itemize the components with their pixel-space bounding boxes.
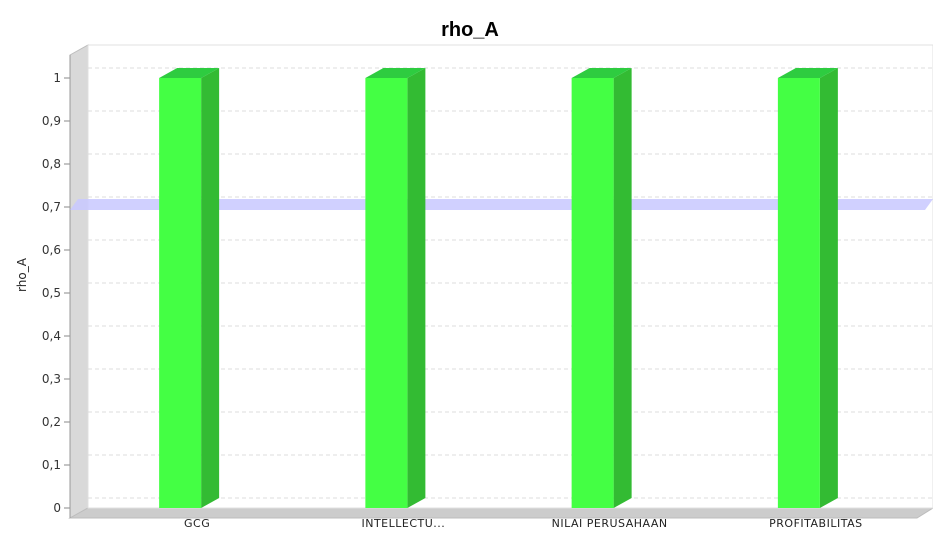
bar-side xyxy=(201,68,220,508)
bar-front xyxy=(365,78,408,508)
y-axis-label: rho_A xyxy=(15,257,29,292)
bar-4 xyxy=(777,68,838,508)
y-tick-label: 0,2 xyxy=(42,415,61,429)
y-axis-ticks: 0 0,1 0,2 0,3 0,4 0,5 0,6 0,7 0,8 0,9 1 xyxy=(42,55,71,518)
x-axis-labels: GCG INTELLECTU... NILAI PERUSAHAAN PROFITAB… xyxy=(184,517,862,530)
x-tick-label: PROFITABILITAS xyxy=(769,517,862,530)
bar-1 xyxy=(159,68,220,508)
bar-front xyxy=(571,78,614,508)
bar-side xyxy=(613,68,632,508)
grid-lines xyxy=(88,67,933,499)
bar-top xyxy=(571,68,632,78)
bar-2 xyxy=(365,68,426,508)
y-tick-label: 0,1 xyxy=(42,458,61,472)
y-tick-label: 0,3 xyxy=(42,372,61,386)
bar-front xyxy=(777,78,820,508)
bar-top xyxy=(777,68,838,78)
y-tick-label: 1 xyxy=(53,71,61,85)
y-tick-label: 0,7 xyxy=(42,200,61,214)
y-tick-label: 0,6 xyxy=(42,243,61,257)
y-tick-label: 0 xyxy=(53,501,61,515)
bar-top xyxy=(365,68,426,78)
bars xyxy=(159,68,838,508)
bar-top xyxy=(159,68,220,78)
bar-side xyxy=(819,68,838,508)
y-tick-label: 0,8 xyxy=(42,157,61,171)
bar-3 xyxy=(571,68,632,508)
y-tick-label: 0,9 xyxy=(42,114,61,128)
plot-side-wall xyxy=(69,44,89,519)
y-tick-label: 0,5 xyxy=(42,286,61,300)
x-tick-label: NILAI PERUSAHAAN xyxy=(552,517,668,530)
y-tick-label: 0,4 xyxy=(42,329,61,343)
chart-title: rho_A xyxy=(441,19,499,41)
x-tick-label: INTELLECTU... xyxy=(361,517,445,530)
plot-floor xyxy=(68,507,933,519)
bar-front xyxy=(159,78,202,508)
x-tick-label: GCG xyxy=(184,517,210,530)
reference-line xyxy=(70,199,933,210)
bar-side xyxy=(407,68,426,508)
reference-band xyxy=(70,199,933,210)
